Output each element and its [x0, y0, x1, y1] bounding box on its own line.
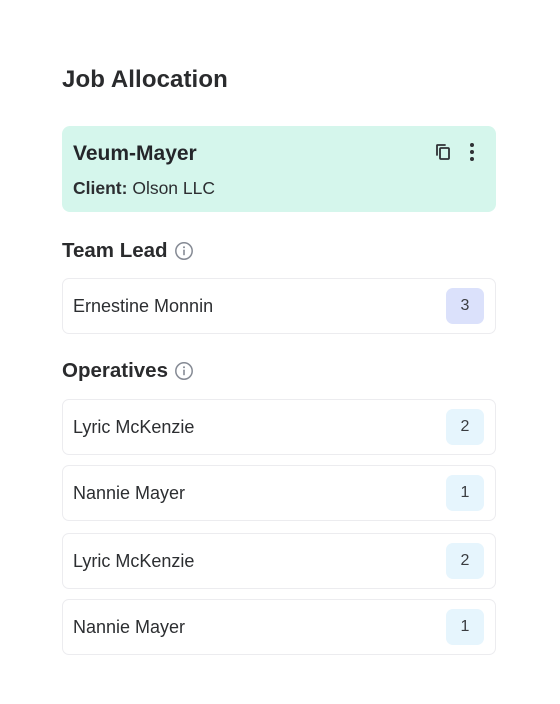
member-name: Lyric McKenzie	[73, 551, 195, 571]
client-label: Client:	[73, 178, 128, 198]
count-badge: 2	[446, 543, 484, 579]
more-vertical-icon	[470, 143, 474, 161]
client-line: Client: Olson LLC	[73, 176, 215, 200]
member-name: Ernestine Monnin	[73, 296, 214, 316]
operative-row[interactable]: Lyric McKenzie 2	[62, 399, 496, 455]
operatives-title: Operatives	[62, 359, 168, 382]
count-badge: 1	[446, 475, 484, 511]
client-value: Olson LLC	[132, 178, 216, 198]
count-badge: 2	[446, 409, 484, 445]
team-lead-heading: Team Lead	[62, 237, 194, 265]
team-lead-title: Team Lead	[62, 239, 168, 262]
info-icon[interactable]	[174, 361, 194, 381]
operative-row[interactable]: Nannie Mayer 1	[62, 599, 496, 655]
member-name: Nannie Mayer	[73, 617, 186, 637]
member-name: Nannie Mayer	[73, 483, 186, 503]
page-title: Job Allocation	[62, 66, 228, 93]
job-card-actions	[431, 140, 484, 164]
operative-row[interactable]: Lyric McKenzie 2	[62, 533, 496, 589]
operative-row[interactable]: Nannie Mayer 1	[62, 465, 496, 521]
copy-button[interactable]	[431, 140, 455, 164]
job-name: Veum-Mayer	[73, 142, 197, 165]
count-badge: 1	[446, 609, 484, 645]
copy-icon	[436, 144, 450, 160]
count-badge: 3	[446, 288, 484, 324]
info-icon[interactable]	[174, 241, 194, 261]
operatives-heading: Operatives	[62, 357, 194, 385]
job-card[interactable]: Veum-Mayer Client: Olson LLC	[62, 126, 496, 212]
team-lead-row[interactable]: Ernestine Monnin 3	[62, 278, 496, 334]
more-options-button[interactable]	[460, 140, 484, 164]
member-name: Lyric McKenzie	[73, 417, 195, 437]
